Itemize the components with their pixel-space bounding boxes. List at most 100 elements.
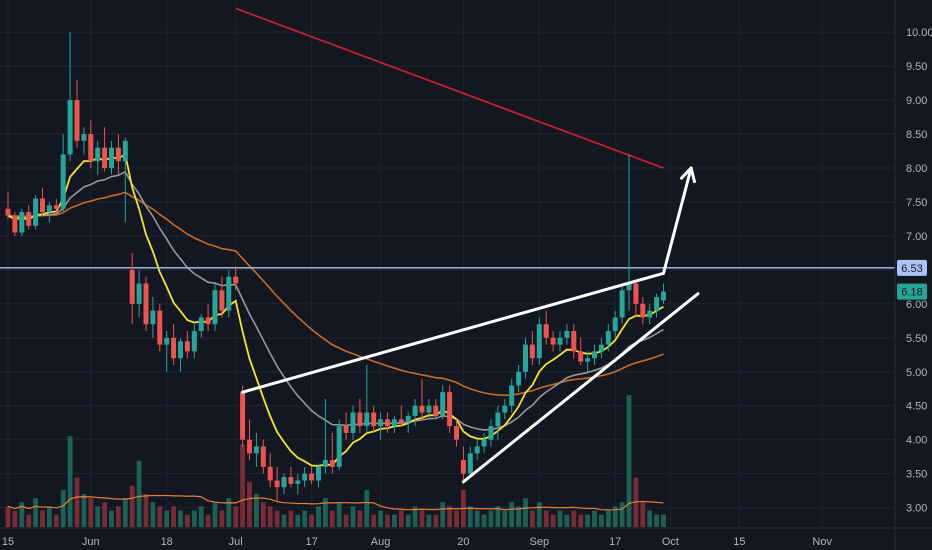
candle — [316, 466, 321, 481]
price-tick-11: 8.50 — [906, 129, 927, 141]
candle — [60, 154, 66, 209]
volume-bar — [295, 514, 301, 527]
volume-bar — [143, 494, 149, 527]
time-axis[interactable]: 15 Jun 18 Jul 17 Aug 20 Sep 17 Oct 15 Nov — [0, 527, 932, 548]
ma-slow-line — [7, 191, 664, 397]
volume-bar — [474, 510, 480, 527]
ma-long-line — [235, 7, 664, 169]
time-tick-11: Nov — [812, 536, 832, 548]
candle — [253, 446, 259, 454]
volume-bar — [122, 498, 128, 527]
candle — [564, 331, 570, 338]
volume-bar — [95, 506, 101, 527]
volume-bar — [571, 510, 577, 527]
volume-bar — [164, 510, 170, 527]
ma-fast-line — [7, 153, 664, 467]
volume-bar — [302, 510, 308, 527]
price-tick-2: 4.00 — [906, 435, 927, 447]
candle — [184, 341, 190, 352]
time-tick-4: 17 — [305, 536, 317, 548]
volume-bar — [612, 506, 618, 527]
candle — [198, 317, 204, 332]
candle — [143, 283, 149, 325]
candle — [267, 466, 273, 481]
candle — [509, 385, 515, 406]
volume-bar — [654, 514, 659, 527]
candle — [150, 310, 156, 325]
candle — [26, 212, 32, 226]
volume-bar — [309, 514, 314, 527]
volume-bar — [281, 514, 287, 527]
trendline-1 — [461, 292, 700, 484]
candle — [523, 344, 528, 372]
candle — [350, 412, 356, 433]
volume-bar — [198, 506, 204, 527]
candle — [102, 147, 108, 169]
candle — [419, 405, 425, 413]
candle — [454, 426, 459, 440]
price-tick-8: 7.00 — [906, 231, 927, 243]
volume-bar — [343, 514, 349, 527]
price-tick-14: 10.00 — [906, 27, 932, 39]
candle — [67, 100, 73, 155]
candle — [95, 147, 101, 162]
volume-bar — [53, 514, 59, 527]
candle — [171, 337, 177, 359]
volume-bar — [447, 506, 452, 527]
volume-bar — [550, 514, 556, 527]
volume-bar — [536, 502, 542, 527]
candle — [233, 276, 239, 284]
volume-bar — [150, 502, 156, 527]
volume-bar — [488, 510, 494, 527]
volume-bar — [157, 506, 163, 527]
candle — [661, 291, 666, 301]
candle — [571, 331, 577, 352]
volume-bar — [40, 510, 45, 527]
candle — [115, 147, 121, 162]
candle — [502, 405, 508, 413]
candle — [12, 215, 18, 233]
candle — [585, 358, 591, 362]
volume-bar — [481, 514, 487, 527]
volume-bar — [33, 498, 38, 527]
price-tick-9: 7.50 — [906, 197, 927, 209]
candle — [157, 310, 163, 345]
candle — [633, 283, 639, 304]
price-tick-6: 6.00 — [906, 299, 927, 311]
candle — [626, 283, 632, 291]
candle — [260, 446, 266, 467]
volume-bar — [495, 506, 501, 527]
candle — [274, 480, 280, 488]
volume-bar — [626, 395, 632, 527]
volume-bar — [619, 502, 625, 527]
volume-bar — [191, 510, 197, 527]
volume-bar — [412, 506, 418, 527]
candle — [302, 473, 308, 481]
candles — [5, 32, 666, 501]
price-tick-4: 5.00 — [906, 367, 927, 379]
candle — [529, 344, 535, 359]
candle — [81, 134, 87, 141]
moving-averages — [0, 7, 895, 467]
candle — [309, 473, 315, 481]
volume-bar — [205, 514, 211, 527]
volume-bar — [502, 510, 508, 527]
annotations — [241, 166, 700, 484]
candle — [598, 344, 604, 352]
volume-bar — [102, 502, 107, 527]
candle — [240, 392, 246, 440]
volume-bar — [640, 502, 646, 527]
volume-bar — [661, 514, 666, 527]
volume-bar — [19, 502, 25, 527]
volume-bar — [5, 506, 11, 527]
price-axis[interactable]: 3.003.504.004.505.005.506.006.507.007.50… — [894, 0, 932, 550]
volume-bar — [136, 461, 142, 527]
candle — [495, 412, 501, 427]
volume-bar — [233, 506, 239, 527]
volume-bar — [405, 514, 411, 527]
candle — [109, 147, 114, 169]
volume-bar — [467, 506, 473, 527]
candle — [536, 324, 542, 359]
